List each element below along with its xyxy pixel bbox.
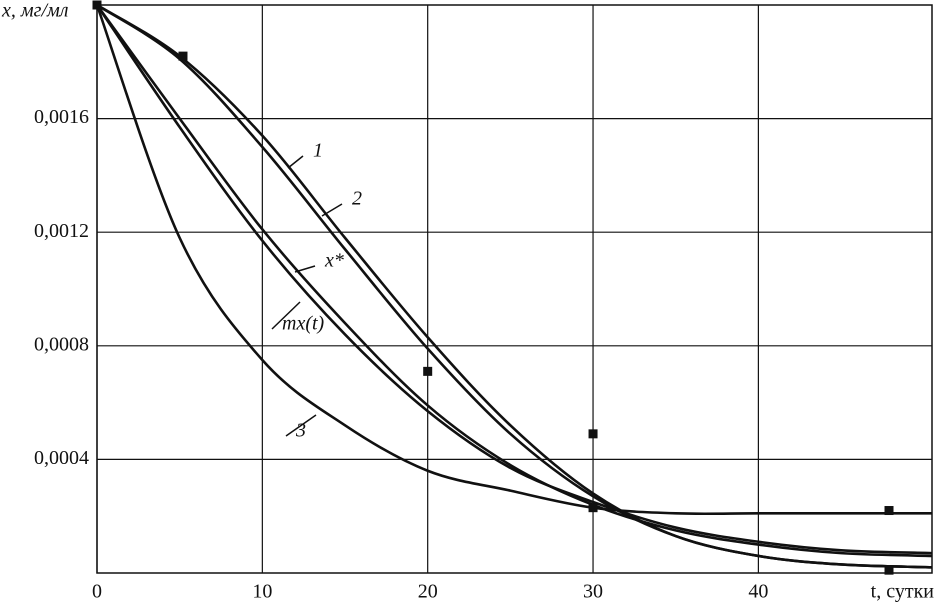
line-series	[95, 4, 932, 516]
x-tick-label: 0	[92, 581, 102, 603]
line-series	[96, 3, 933, 569]
label-leader	[294, 265, 316, 273]
label-leader	[271, 301, 301, 330]
series-label: mx(t)	[282, 313, 325, 335]
data-point	[92, 0, 102, 10]
x-tick-label: 40	[748, 581, 768, 603]
data-point	[884, 565, 894, 575]
series-label: x*	[324, 250, 344, 272]
x-tick-label: 10	[252, 581, 272, 603]
x-tick-label: 30	[583, 581, 603, 603]
label-leader	[285, 414, 317, 437]
data-point	[423, 366, 433, 376]
data-point	[178, 51, 188, 61]
y-tick-label: 0,0004	[34, 447, 89, 469]
y-tick-label: 0,0008	[34, 333, 89, 355]
line-series	[95, 4, 933, 555]
label-leader	[287, 155, 304, 169]
x-tick-label: 20	[418, 581, 438, 603]
data-point	[588, 429, 598, 439]
plot-frame	[96, 4, 933, 574]
y-axis-title: x, мг/мл	[1, 0, 69, 22]
line-series	[96, 3, 933, 569]
series-label: 2	[352, 188, 362, 210]
series-label: 1	[313, 140, 323, 162]
y-tick-label: 0,0016	[34, 106, 89, 128]
series-label: 3	[295, 420, 306, 442]
data-point	[588, 503, 598, 513]
label-leader	[321, 203, 343, 217]
data-point	[884, 506, 894, 516]
y-tick-label: 0,0012	[34, 220, 89, 242]
x-axis-title: t, сутки	[871, 581, 935, 603]
line-series	[95, 4, 933, 558]
